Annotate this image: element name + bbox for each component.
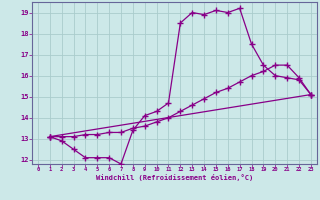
- X-axis label: Windchill (Refroidissement éolien,°C): Windchill (Refroidissement éolien,°C): [96, 174, 253, 181]
